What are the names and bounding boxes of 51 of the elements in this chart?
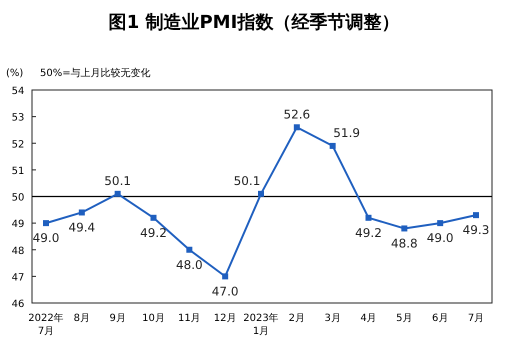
y-tick-label: 47	[12, 272, 24, 284]
x-tick-label: 7月	[468, 313, 484, 324]
y-tick-label: 53	[12, 112, 24, 124]
data-label: 52.6	[283, 107, 310, 122]
x-tick-label: 5月	[396, 313, 413, 324]
x-tick-label: 10月	[142, 313, 165, 324]
x-tick-label: 3月	[324, 313, 341, 324]
point	[401, 225, 408, 232]
data-label: 51.9	[333, 126, 360, 140]
data-label: 50.1	[234, 174, 260, 188]
point	[222, 273, 228, 280]
data-label: 50.1	[104, 174, 132, 188]
text: 50%=与上月比较无变化	[40, 67, 151, 79]
y-tick-label: 46	[12, 299, 24, 310]
x-tick-label: 8月	[74, 313, 90, 324]
x-tick-label: 2月	[288, 313, 306, 324]
point	[330, 142, 336, 149]
data-label: 49.2	[355, 226, 382, 240]
x-tick-label: 11月	[178, 313, 201, 324]
data-label: 48.8	[390, 236, 418, 250]
point	[294, 124, 300, 130]
x-tick-label: 2022年 7月	[28, 312, 64, 337]
point	[366, 214, 372, 221]
y-tick-label: 51	[12, 166, 24, 177]
data-label: 48.0	[176, 258, 203, 272]
y-axis-title: (%)	[6, 68, 24, 79]
x-tick-label: 12月	[214, 313, 237, 324]
point	[437, 220, 444, 226]
data-label: 49.0	[32, 231, 60, 246]
data-label: 49.4	[68, 220, 96, 234]
chart-title: 图1 制造业PMI指数（经季节调整）	[108, 12, 400, 33]
point	[186, 246, 192, 253]
x-tick-label: 9月	[109, 313, 126, 324]
y-tick-label: 52	[12, 139, 24, 150]
point	[114, 190, 121, 197]
x-tick-label: 6月	[432, 313, 448, 324]
point	[78, 209, 85, 216]
point	[43, 220, 49, 226]
y-tick-label: 54	[12, 86, 24, 97]
point	[473, 212, 479, 218]
data-label: 49.3	[462, 223, 490, 238]
point	[150, 214, 156, 221]
data-label: 49.0	[426, 231, 454, 246]
point	[258, 190, 264, 197]
y-tick-label: 50	[12, 192, 24, 204]
data-label: 47.0	[212, 284, 239, 298]
data-label: 49.2	[140, 226, 167, 240]
x-tick-label: 2023年 1月	[243, 312, 279, 337]
x-tick-label: 4月	[360, 313, 377, 324]
y-tick-label: 48	[12, 246, 24, 257]
y-tick-label: 49	[12, 219, 24, 230]
